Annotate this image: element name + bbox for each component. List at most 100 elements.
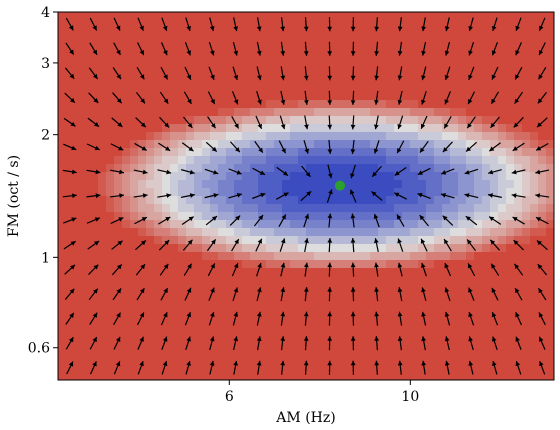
minimum-marker (334, 180, 345, 191)
heatmap-cell (226, 124, 235, 133)
heatmap-cell (266, 212, 275, 221)
heatmap-cell (146, 220, 155, 229)
heatmap-cell (234, 300, 243, 309)
heatmap-cell (426, 60, 435, 69)
quiver-arrow (134, 142, 148, 151)
heatmap-cell (58, 36, 67, 45)
heatmap-cell (138, 164, 147, 173)
heatmap-cell (330, 76, 339, 85)
heatmap-cell (458, 332, 467, 341)
heatmap-cell (130, 356, 139, 365)
heatmap-cell (482, 292, 491, 301)
heatmap-cell (130, 68, 139, 77)
heatmap-cell (130, 164, 139, 173)
heatmap-cell (162, 364, 171, 373)
quiver-arrow (350, 213, 356, 228)
heatmap-cell (274, 236, 283, 245)
heatmap-cell (162, 332, 171, 341)
heatmap-cell (282, 204, 291, 213)
heatmap-cell (194, 316, 203, 325)
heatmap-cell (474, 132, 483, 141)
heatmap-cell (538, 356, 547, 365)
heatmap-cell (194, 84, 203, 93)
heatmap-cell (82, 124, 91, 133)
heatmap-cell (98, 100, 107, 109)
heatmap-cell (66, 356, 75, 365)
quiver-arrow (514, 263, 524, 276)
heatmap-cell (466, 12, 475, 21)
heatmap-cell (258, 260, 267, 269)
heatmap-cell (178, 284, 187, 293)
heatmap-cell (146, 268, 155, 277)
heatmap-cell (258, 324, 267, 333)
heatmap-cell (346, 276, 355, 285)
heatmap-cell (194, 220, 203, 229)
heatmap-cell (466, 316, 475, 325)
heatmap-cell (346, 308, 355, 317)
heatmap-cell (162, 204, 171, 213)
heatmap-cell (450, 308, 459, 317)
heatmap-cell (498, 140, 507, 149)
heatmap-cell (194, 108, 203, 117)
heatmap-cell (194, 308, 203, 317)
heatmap-cell (402, 204, 411, 213)
heatmap-cell (434, 284, 443, 293)
heatmap-cell (162, 164, 171, 173)
heatmap-cell (434, 180, 443, 189)
heatmap-cell (370, 116, 379, 125)
quiver-arrow (184, 311, 192, 326)
heatmap-cell (82, 252, 91, 261)
heatmap-cell (122, 220, 131, 229)
heatmap-cell (530, 132, 539, 141)
heatmap-cell (290, 44, 299, 53)
heatmap-cell (242, 340, 251, 349)
heatmap-cell (242, 100, 251, 109)
heatmap-cell (498, 12, 507, 21)
heatmap-cell (386, 92, 395, 101)
heatmap-cell (226, 212, 235, 221)
heatmap-cell (378, 204, 387, 213)
heatmap-cell (82, 228, 91, 237)
heatmap-cell (138, 340, 147, 349)
heatmap-cell (218, 188, 227, 197)
quiver-arrow (231, 238, 240, 252)
heatmap-cell (90, 252, 99, 261)
quiver-arrow (159, 91, 169, 105)
heatmap-cell (330, 28, 339, 37)
quiver-arrow (539, 360, 546, 375)
heatmap-cell (482, 140, 491, 149)
heatmap-cell (202, 284, 211, 293)
heatmap-cell (354, 292, 363, 301)
heatmap-cell (130, 116, 139, 125)
heatmap-cell (394, 308, 403, 317)
heatmap-cell (394, 20, 403, 29)
quiver-arrow (374, 360, 380, 375)
quiver-arrow (88, 92, 99, 104)
heatmap-cell (386, 268, 395, 277)
heatmap-cell (218, 140, 227, 149)
heatmap-cell (546, 180, 554, 189)
heatmap-cell (258, 196, 267, 205)
heatmap-cell (322, 76, 331, 85)
heatmap-cell (90, 156, 99, 165)
heatmap-cell (434, 228, 443, 237)
heatmap-cell (442, 156, 451, 165)
heatmap-cell (370, 260, 379, 269)
quiver-arrow (350, 90, 356, 105)
quiver-arrow (303, 262, 309, 277)
heatmap-cell (170, 92, 179, 101)
quiver-arrow (393, 192, 407, 200)
heatmap-cell (498, 356, 507, 365)
heatmap-cell (362, 156, 371, 165)
heatmap-cell (418, 228, 427, 237)
heatmap-cell (474, 164, 483, 173)
heatmap-cell (498, 236, 507, 245)
heatmap-cell (282, 220, 291, 229)
heatmap-cell (378, 348, 387, 357)
heatmap-cell (250, 180, 259, 189)
quiver-arrow (112, 92, 123, 104)
heatmap-cell (538, 180, 547, 189)
heatmap-cell (114, 292, 123, 301)
heatmap-cell (298, 92, 307, 101)
heatmap-cell (146, 300, 155, 309)
